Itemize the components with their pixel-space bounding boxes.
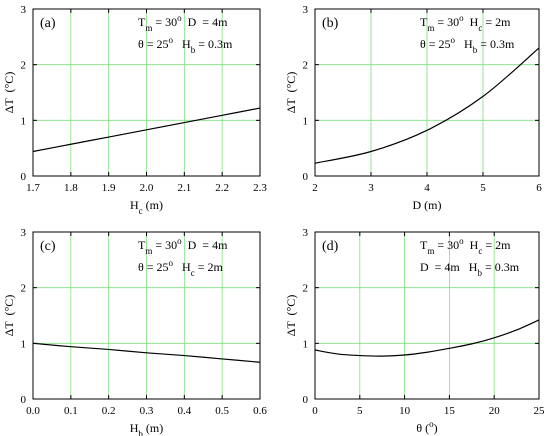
x-tick-label: 2.1 (177, 182, 191, 194)
panel-label: (a) (40, 16, 56, 31)
y-tick-label: 1 (21, 338, 27, 350)
x-tick-label: 0.1 (64, 405, 78, 417)
series-line (315, 320, 539, 356)
x-axis-label: Hb (m) (130, 421, 164, 436)
x-tick-label: 0.5 (215, 405, 229, 417)
x-tick-label: 0.4 (177, 405, 191, 417)
x-tick-label: 2.2 (215, 182, 229, 194)
y-tick-label: 2 (303, 283, 309, 295)
y-tick-label: 0 (21, 394, 27, 406)
x-tick-label: 3 (368, 182, 374, 194)
y-tick-label: 3 (303, 227, 309, 239)
x-tick-label: 5 (480, 182, 486, 194)
x-axis-label: D (m) (413, 198, 442, 212)
parameter-annotation: Tm = 30o Hc = 2m (420, 236, 511, 256)
y-tick-label: 0 (21, 171, 27, 183)
parameter-annotation: Tm = 30o D = 4m (138, 13, 228, 33)
y-tick-label: 3 (21, 227, 27, 239)
y-tick-label: 1 (21, 115, 27, 127)
y-tick-label: 0 (303, 171, 309, 183)
x-tick-label: 5 (357, 405, 363, 417)
x-tick-label: 1.7 (26, 182, 40, 194)
panel-label: (b) (322, 16, 339, 31)
y-tick-label: 3 (21, 4, 27, 16)
x-tick-label: 25 (534, 405, 546, 417)
parameter-annotation: Tm = 30o Hc = 2m (420, 13, 511, 33)
panel-label: (c) (40, 239, 56, 254)
y-tick-label: 0 (303, 394, 309, 406)
parameter-annotation: θ = 25o Hb = 0.3m (420, 35, 515, 55)
x-axis-label: θ (o) (416, 419, 437, 435)
y-axis-label: ΔT (°C) (284, 72, 298, 114)
x-tick-label: 1.9 (102, 182, 116, 194)
y-tick-label: 2 (21, 60, 27, 72)
y-axis-label: ΔT (°C) (2, 295, 16, 337)
y-axis-label: ΔT (°C) (2, 72, 16, 114)
x-tick-label: 10 (399, 405, 411, 417)
y-tick-label: 1 (303, 115, 309, 127)
parameter-annotation: θ = 25o Hc = 2m (138, 258, 223, 278)
x-axis-label: Hc (m) (130, 198, 163, 216)
x-tick-label: 6 (536, 182, 542, 194)
axes-frame (315, 232, 539, 399)
x-tick-label: 2.3 (253, 182, 267, 194)
parameter-annotation: θ = 25o Hb = 0.3m (138, 35, 233, 55)
panel-a: 1.7 1.8 1.9 2.0 2.1 2.2 2.3 0 1 2 3 (a) Tm = 30o D =… (2, 4, 267, 216)
panel-label: (d) (322, 239, 339, 254)
x-tick-label: 1.8 (64, 182, 78, 194)
x-tick-label: 15 (444, 405, 456, 417)
y-tick-label: 3 (303, 4, 309, 16)
x-tick-label: 0.2 (102, 405, 116, 417)
panel-b: 2 3 4 5 6 0 1 2 3 (b) Tm = 30o Hc = 2mθ = 25o Hb =… (284, 4, 542, 212)
x-tick-label: 4 (424, 182, 430, 194)
y-tick-label: 2 (21, 283, 27, 295)
x-tick-label: 0.3 (140, 405, 154, 417)
x-tick-label: 2.0 (140, 182, 154, 194)
parameter-annotation: D = 4m Hb = 0.3m (420, 260, 520, 278)
x-tick-label: 0.0 (26, 405, 40, 417)
x-tick-label: 20 (489, 405, 501, 417)
y-tick-label: 1 (303, 338, 309, 350)
y-tick-label: 2 (303, 60, 309, 72)
x-tick-label: 0.6 (253, 405, 267, 417)
panel-d: 0 5 10 15 20 25 0 1 2 3 (d) Tm = 30o Hc = 2m D = 4m … (284, 227, 545, 435)
y-axis-label: ΔT (°C) (284, 295, 298, 337)
x-tick-label: 0 (312, 405, 318, 417)
parameter-annotation: Tm = 30o D = 4m (138, 236, 228, 256)
panel-c: 0.0 0.1 0.2 0.3 0.4 0.5 0.6 0 1 2 3 (c) Tm = 30o D =… (2, 227, 267, 436)
x-tick-label: 2 (312, 182, 318, 194)
